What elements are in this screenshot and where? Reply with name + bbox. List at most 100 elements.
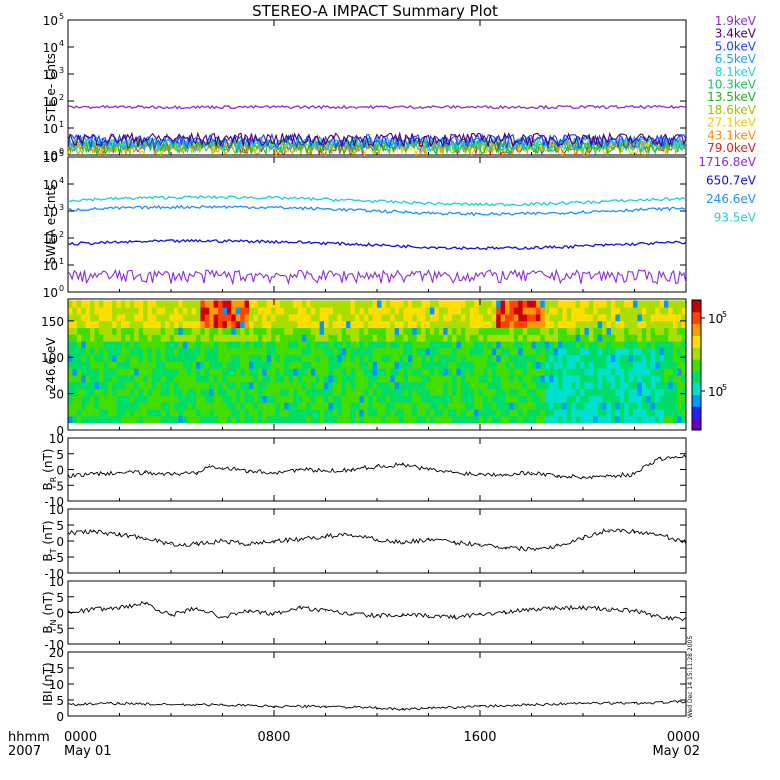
heatmap-cell — [301, 402, 307, 410]
heatmap-cell — [465, 348, 471, 356]
y-tick-label: 10 — [49, 432, 64, 446]
heatmap-cell — [310, 300, 316, 308]
heatmap-cell — [487, 368, 493, 376]
y-axis-label-unit: (nT) — [41, 520, 55, 548]
heatmap-cell — [284, 409, 290, 417]
heatmap-cell — [659, 381, 665, 390]
heatmap-cell — [76, 361, 82, 369]
heatmap-cell — [650, 348, 656, 356]
heatmap-cell — [204, 368, 210, 376]
heatmap-cell — [306, 314, 312, 322]
heatmap-cell — [156, 307, 162, 315]
heatmap-cell — [341, 334, 347, 342]
data-point — [402, 615, 404, 617]
heatmap-cell — [633, 300, 638, 308]
heatmap-cell — [218, 402, 223, 410]
heatmap-cell — [129, 341, 135, 349]
heatmap-cell — [85, 415, 91, 424]
heatmap-cell — [271, 381, 276, 390]
heatmap-cell — [143, 375, 148, 383]
heatmap-cell — [443, 402, 449, 410]
data-point — [633, 610, 636, 612]
y-tick-label: 50 — [49, 388, 64, 402]
heatmap-cell — [306, 320, 312, 329]
heatmap-cell — [584, 348, 590, 356]
heatmap-cell — [500, 375, 506, 383]
heatmap-cell — [297, 334, 303, 342]
heatmap-cell — [571, 348, 577, 356]
heatmap-cell — [624, 395, 630, 403]
heatmap-cell — [434, 341, 440, 349]
heatmap-cell — [293, 334, 298, 342]
heatmap-cell — [668, 368, 674, 376]
heatmap-cell — [540, 314, 546, 322]
heatmap-cell — [187, 375, 192, 383]
heatmap-cell — [116, 348, 122, 356]
heatmap-cell — [244, 388, 250, 396]
heatmap-cell — [284, 327, 290, 335]
heatmap-cell — [513, 300, 519, 308]
heatmap-cell — [147, 375, 153, 383]
heatmap-cell — [368, 314, 373, 322]
heatmap-cell — [456, 402, 462, 410]
heatmap-cell — [231, 327, 237, 335]
heatmap-cell — [531, 381, 537, 390]
heatmap-cell — [284, 381, 290, 390]
y-axis-label-unit: (nT) — [41, 449, 55, 477]
y-axis-label-sub: T — [49, 548, 58, 554]
heatmap-cell — [240, 300, 245, 308]
heatmap-cell — [354, 320, 360, 329]
heatmap-cell — [284, 307, 290, 315]
heatmap-cell — [173, 300, 179, 308]
heatmap-cell — [438, 334, 444, 342]
heatmap-cell — [143, 415, 148, 424]
heatmap-cell — [513, 348, 519, 356]
y-tick-exponent: 5 — [59, 12, 64, 21]
heatmap-cell — [566, 341, 572, 349]
heatmap-cell — [120, 334, 126, 342]
data-point — [453, 542, 455, 544]
heatmap-cell — [248, 409, 254, 417]
heatmap-cell — [597, 348, 603, 356]
heatmap-cell — [580, 375, 585, 383]
heatmap-cell — [204, 307, 210, 315]
heatmap-cell — [443, 361, 449, 369]
heatmap-cell — [98, 388, 104, 396]
heatmap-cell — [443, 415, 449, 424]
heatmap-cell — [553, 314, 559, 322]
heatmap-cell — [196, 307, 201, 315]
y-tick-label: -10 — [44, 638, 64, 652]
heatmap-cell — [646, 341, 652, 349]
heatmap-cell — [566, 320, 572, 329]
heatmap-cell — [68, 354, 73, 362]
heatmap-cell — [381, 368, 387, 376]
heatmap-cell — [222, 307, 228, 315]
heatmap-cell — [399, 307, 404, 315]
heatmap-cell — [218, 334, 223, 342]
heatmap-cell — [580, 395, 585, 403]
heatmap-cell — [257, 300, 263, 308]
heatmap-cell — [482, 388, 488, 396]
heatmap-cell — [385, 375, 391, 383]
heatmap-cell — [394, 381, 400, 390]
heatmap-cell — [262, 354, 268, 362]
heatmap-cell — [81, 415, 87, 424]
heatmap-cell — [253, 354, 259, 362]
y-tick-exponent: 4 — [59, 176, 64, 185]
heatmap-cell — [319, 409, 325, 417]
heatmap-cell — [562, 388, 568, 396]
heatmap-cell — [200, 300, 206, 308]
heatmap-cell — [213, 334, 219, 342]
heatmap-cell — [368, 334, 373, 342]
heatmap-cell — [125, 354, 131, 362]
heatmap-cell — [368, 409, 373, 417]
heatmap-cell — [500, 341, 506, 349]
heatmap-cell — [535, 341, 541, 349]
heatmap-cell — [103, 327, 109, 335]
heatmap-cell — [182, 381, 188, 390]
heatmap-cell — [553, 375, 559, 383]
data-point — [170, 704, 172, 706]
heatmap-cell — [262, 307, 268, 315]
heatmap-cell — [363, 381, 369, 390]
heatmap-cell — [72, 341, 78, 349]
